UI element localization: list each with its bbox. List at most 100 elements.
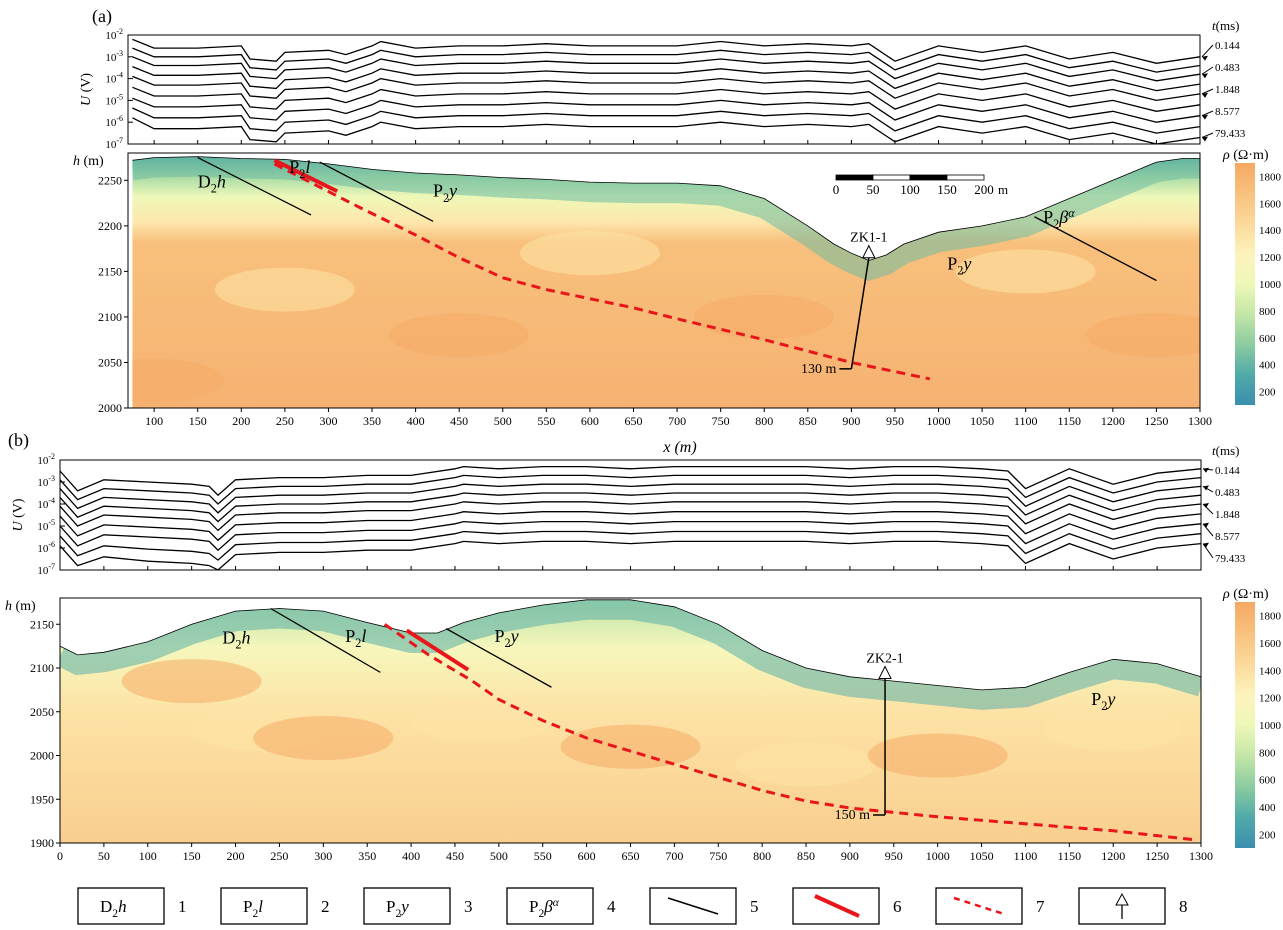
scale-bar-tick: 100	[900, 182, 920, 197]
section-htick-label: 2150	[98, 264, 122, 278]
section-xtick-label: 850	[799, 414, 817, 428]
series-label-arrow	[1203, 485, 1209, 491]
voltage-curve	[132, 38, 1201, 64]
series-header: t(ms)	[1212, 443, 1239, 458]
resistivity-blob	[389, 313, 530, 358]
legend-box	[220, 887, 308, 925]
formation-label: P2l	[289, 157, 310, 181]
resistivity-blob	[1043, 707, 1184, 752]
voltage-curve	[59, 492, 1202, 523]
colorbar-tick-label: 1400	[1259, 665, 1282, 677]
voltage-curve	[59, 511, 1202, 542]
section-xtick-label: 1200	[1101, 414, 1125, 428]
section-xtick-label: 350	[363, 414, 381, 428]
resistivity-blob	[132, 358, 225, 403]
section-xtick-label: 350	[358, 849, 376, 863]
legend-number: 3	[464, 897, 473, 916]
colorbar-tick-label: 200	[1259, 387, 1276, 399]
section-xtick-label: 500	[490, 849, 508, 863]
borehole-depth-label: 150 m	[835, 808, 871, 823]
section-xtick-label: 100	[139, 849, 157, 863]
colorbar-tick-label: 600	[1259, 333, 1276, 345]
resistivity-blob	[121, 659, 262, 704]
section-xtick-label: 550	[537, 414, 555, 428]
series-label-leader	[1201, 110, 1214, 117]
voltage-curve	[132, 86, 1201, 112]
series-label-leader	[1201, 66, 1214, 75]
panel-a-label: (a)	[92, 6, 112, 27]
section-xtick-label: 500	[494, 414, 512, 428]
legend-number: 7	[1036, 897, 1045, 916]
section-xtick-label: 800	[755, 414, 773, 428]
colorbar-b: 200 400 600 800 1000 1200 1400 1600 1800 ρ (Ω·m)	[1222, 587, 1282, 848]
voltage-curve	[132, 75, 1201, 102]
section-xtick-label: 1000	[926, 849, 950, 863]
voltage-curve	[59, 501, 1202, 532]
borehole-marker	[878, 665, 892, 679]
voltage-curve	[59, 474, 1202, 505]
voltage-curve	[132, 65, 1201, 92]
legend-formation: P2l	[243, 897, 263, 920]
voltage-y-label: U (V)	[11, 498, 26, 531]
section-xtick-label: 250	[276, 414, 294, 428]
resistivity-base	[60, 599, 1201, 843]
scale-bar-segment	[835, 174, 874, 181]
legend-number: 8	[1179, 897, 1188, 916]
section-xtick-label: 400	[407, 414, 425, 428]
section-htick-label: 2150	[30, 617, 54, 631]
section-xtick-label: 650	[624, 414, 642, 428]
section-xtick-label: 300	[319, 414, 337, 428]
formation-label: D2h	[198, 172, 226, 196]
colorbar-ramp	[1235, 163, 1255, 405]
section-htick-label: 2050	[30, 705, 54, 719]
formation-boundary	[319, 161, 434, 222]
section-xtick-label: 100	[145, 414, 163, 428]
section-h-label: h (m)	[73, 154, 104, 169]
section-xtick-label: 1150	[1057, 414, 1081, 428]
legend-number: 5	[750, 897, 759, 916]
series-label-arrow	[1203, 467, 1209, 473]
colorbar-tick-label: 1600	[1259, 198, 1282, 210]
section-htick-label: 1900	[30, 836, 54, 850]
colorbar-title: ρ (Ω·m)	[1222, 587, 1269, 602]
voltage-ytick-label: 10-4	[105, 71, 123, 86]
resistivity-blob	[519, 231, 660, 276]
colorbar-a: 200 400 600 800 1000 1200 1400 1600 1800 ρ (Ω·m)	[1222, 148, 1282, 405]
section-xtick-label: 250	[270, 849, 288, 863]
voltage-frame	[127, 34, 1201, 145]
section-xtick-label: 550	[534, 849, 552, 863]
voltage-ytick-label: 10-6	[37, 540, 55, 555]
resistivity-blob	[411, 698, 552, 743]
section-xtick-label: 450	[450, 414, 468, 428]
section-xtick-label: 150	[183, 849, 201, 863]
section-htick-label: 2100	[30, 661, 54, 675]
series-label-arrow	[1203, 542, 1209, 548]
x-axis-label: x (m)	[662, 439, 696, 456]
section-xtick-label: 1100	[1014, 849, 1038, 863]
legend-box	[506, 887, 594, 925]
series-label: 8.577	[1215, 106, 1240, 118]
resistivity-blob	[736, 742, 877, 787]
colorbar-tick-label: 600	[1259, 775, 1276, 787]
colorbar-tick-label: 1000	[1259, 720, 1282, 732]
section-htick-label: 2000	[30, 749, 54, 763]
legend-line-red-dashed	[953, 896, 1005, 916]
voltage-ytick-label: 10-7	[105, 136, 123, 151]
formation-label: P2βα	[1043, 206, 1075, 231]
series-label: 8.577	[1215, 531, 1240, 543]
section-xtick-label: 0	[57, 849, 63, 863]
legend-line-red	[814, 894, 860, 918]
series-label-leader	[1201, 132, 1214, 138]
section-xtick-label: 750	[712, 414, 730, 428]
voltage-ytick-label: 10-5	[37, 518, 55, 533]
voltage-ytick-label: 10-6	[105, 114, 123, 129]
series-label-leader	[1202, 543, 1214, 559]
series-label-leader	[1201, 44, 1214, 58]
voltage-plot-b: 10-2 10-3 10-4 10-5 10-6 10-7 U (V) t(ms) 0.144 0…	[11, 443, 1246, 577]
legend-number: 1	[178, 897, 187, 916]
voltage-curve	[132, 107, 1201, 134]
series-label-leader	[1201, 88, 1214, 95]
section-xtick-label: 1150	[1058, 849, 1082, 863]
